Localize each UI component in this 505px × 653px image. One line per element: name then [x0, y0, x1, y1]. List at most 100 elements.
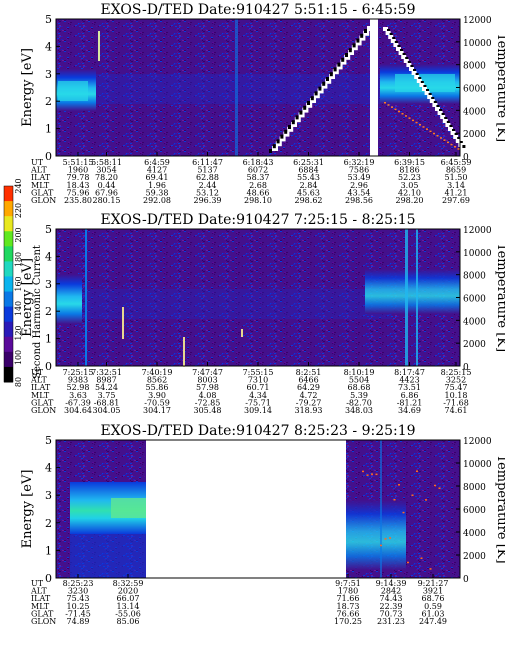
table-cell: 1.96	[148, 181, 166, 190]
table-cell: 18.73	[337, 602, 360, 611]
colorbar-segment	[4, 201, 13, 217]
table-cell: 5.39	[350, 391, 368, 400]
dispersion-feature-edge	[400, 49, 403, 52]
y2-tick-label: 6000	[463, 85, 486, 95]
table-cell: -82.70	[346, 398, 372, 407]
temperature-trace	[429, 568, 432, 570]
table-cell: 10.25	[67, 602, 90, 611]
colorbar-segment	[4, 246, 13, 262]
table-cell: 9:7:51	[335, 579, 361, 588]
dispersion-feature	[411, 71, 417, 75]
y-tick-label: 2	[45, 517, 52, 530]
colorbar-segment	[4, 366, 13, 383]
dispersion-feature-edge	[337, 62, 341, 67]
colorbar-segment	[4, 231, 13, 247]
temperature-trace	[394, 108, 397, 111]
y2-axis-label: Temperature [K]	[494, 33, 505, 142]
table-cell: 4.72	[300, 391, 318, 400]
table-cell: 4423	[399, 376, 419, 385]
dispersion-feature-edge	[318, 86, 322, 91]
table-cell: 7586	[349, 166, 369, 175]
row-label: ILAT	[31, 383, 51, 392]
temperature-trace	[440, 137, 442, 139]
colorbar-tick-label: 100	[14, 350, 23, 365]
dispersion-feature-edge	[303, 105, 307, 110]
dispersion-feature	[306, 102, 313, 108]
dispersion-feature	[432, 103, 438, 107]
dispersion-feature-edge	[428, 93, 432, 96]
table-cell: 3.63	[69, 391, 87, 400]
y2-tick-label: 0	[463, 575, 469, 585]
dispersion-feature-edge	[272, 144, 276, 149]
row-label: GLON	[31, 617, 56, 626]
table-cell: 8003	[197, 376, 217, 385]
y2-tick-label: 12000	[463, 437, 492, 447]
temperature-trace	[420, 557, 423, 559]
y2-axis-label: Temperature [K]	[494, 243, 505, 352]
dispersion-feature	[383, 27, 388, 31]
table-cell: 235.80	[64, 196, 92, 205]
temperature-trace	[426, 128, 428, 130]
table-cell: 13.14	[117, 602, 140, 611]
row-label: MLT	[31, 391, 50, 400]
table-cell: 6:11:47	[192, 158, 223, 167]
table-cell: 42.10	[398, 188, 421, 197]
dispersion-feature	[393, 43, 399, 47]
table-cell: -81.21	[397, 398, 423, 407]
table-cell: 6:32:19	[344, 158, 375, 167]
table-cell: 304.64	[64, 406, 92, 415]
data-gap	[370, 19, 378, 156]
table-cell: 170.25	[334, 617, 362, 626]
dispersion-feature	[272, 146, 278, 151]
table-cell: 45.63	[297, 188, 320, 197]
table-cell: 292.08	[143, 196, 171, 205]
y2-tick-label: 2000	[463, 552, 486, 562]
temperature-trace	[375, 473, 378, 476]
table-cell: 51.50	[445, 173, 468, 182]
dispersion-feature-edge	[387, 29, 390, 32]
table-cell: 3054	[96, 166, 116, 175]
y2-tick-label: 8000	[463, 483, 486, 493]
temperature-trace	[438, 487, 441, 489]
dispersion-feature	[422, 87, 427, 91]
table-cell: 6:45:59	[441, 158, 472, 167]
dispersion-feature-edge	[356, 38, 360, 43]
table-cell: 0.59	[424, 602, 442, 611]
dispersion-feature-edge	[352, 43, 356, 48]
temperature-trace	[411, 494, 414, 496]
table-cell: 8659	[446, 166, 466, 175]
table-cell: 6072	[248, 166, 268, 175]
table-cell: 61.03	[422, 609, 445, 618]
row-label: ALT	[30, 166, 47, 175]
y2-tick-label: 4000	[463, 317, 486, 327]
y2-tick-label: 12000	[463, 226, 492, 236]
dispersion-feature	[325, 78, 332, 84]
table-cell: 52.98	[67, 383, 90, 392]
temperature-trace	[402, 511, 405, 514]
table-cell: 68.76	[422, 594, 445, 603]
table-cell: 3252	[446, 376, 466, 385]
temperature-trace	[434, 484, 436, 487]
table-cell: 64.29	[297, 383, 320, 392]
y-tick-label: 0	[45, 360, 52, 373]
dispersion-feature	[332, 69, 339, 75]
table-cell: 8987	[96, 376, 116, 385]
temperature-trace	[407, 561, 409, 564]
dispersion-feature	[442, 119, 448, 123]
panel-3: EXOS-D/TED Date:910427 8:25:23 - 9:25:19…	[20, 423, 505, 626]
y-axis-label: Energy [eV]	[20, 258, 35, 337]
table-cell: 3.75	[98, 391, 116, 400]
table-cell: 8:32:59	[113, 579, 144, 588]
table-cell: 3.90	[148, 391, 166, 400]
table-cell: 75.43	[67, 594, 90, 603]
table-cell: 18.43	[67, 181, 90, 190]
dispersion-feature-edge	[389, 33, 393, 36]
table-cell: 6.86	[401, 391, 419, 400]
spike-line	[235, 19, 238, 156]
dispersion-feature	[340, 59, 347, 65]
table-cell: 2842	[381, 587, 401, 596]
table-cell: 6884	[298, 166, 318, 175]
row-label: GLAT	[31, 609, 54, 618]
dispersion-feature-edge	[345, 53, 348, 57]
